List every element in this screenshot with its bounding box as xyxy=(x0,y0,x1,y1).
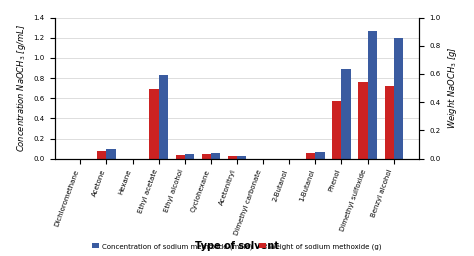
Bar xyxy=(159,75,168,159)
Bar xyxy=(315,152,325,159)
Bar xyxy=(332,101,341,159)
Bar xyxy=(202,154,211,159)
Bar xyxy=(358,82,368,159)
Bar xyxy=(341,69,351,159)
Y-axis label: Weight NaOCH$_3$ [g]: Weight NaOCH$_3$ [g] xyxy=(446,47,459,130)
X-axis label: Type of solvent: Type of solvent xyxy=(195,241,279,251)
Bar xyxy=(185,154,194,159)
Legend: Concentration of sodium methoxide (mole), Weight of sodium methoxide (g): Concentration of sodium methoxide (mole)… xyxy=(90,240,384,252)
Bar xyxy=(306,153,315,159)
Bar xyxy=(384,86,394,159)
Bar xyxy=(368,31,377,159)
Bar xyxy=(106,149,116,159)
Bar xyxy=(228,156,237,159)
Bar xyxy=(394,38,403,159)
Bar xyxy=(237,156,246,159)
Bar xyxy=(97,151,106,159)
Bar xyxy=(211,153,220,159)
Y-axis label: Concentration NaOCH$_3$ [g/mL]: Concentration NaOCH$_3$ [g/mL] xyxy=(15,24,28,152)
Bar xyxy=(175,155,185,159)
Bar xyxy=(149,89,159,159)
